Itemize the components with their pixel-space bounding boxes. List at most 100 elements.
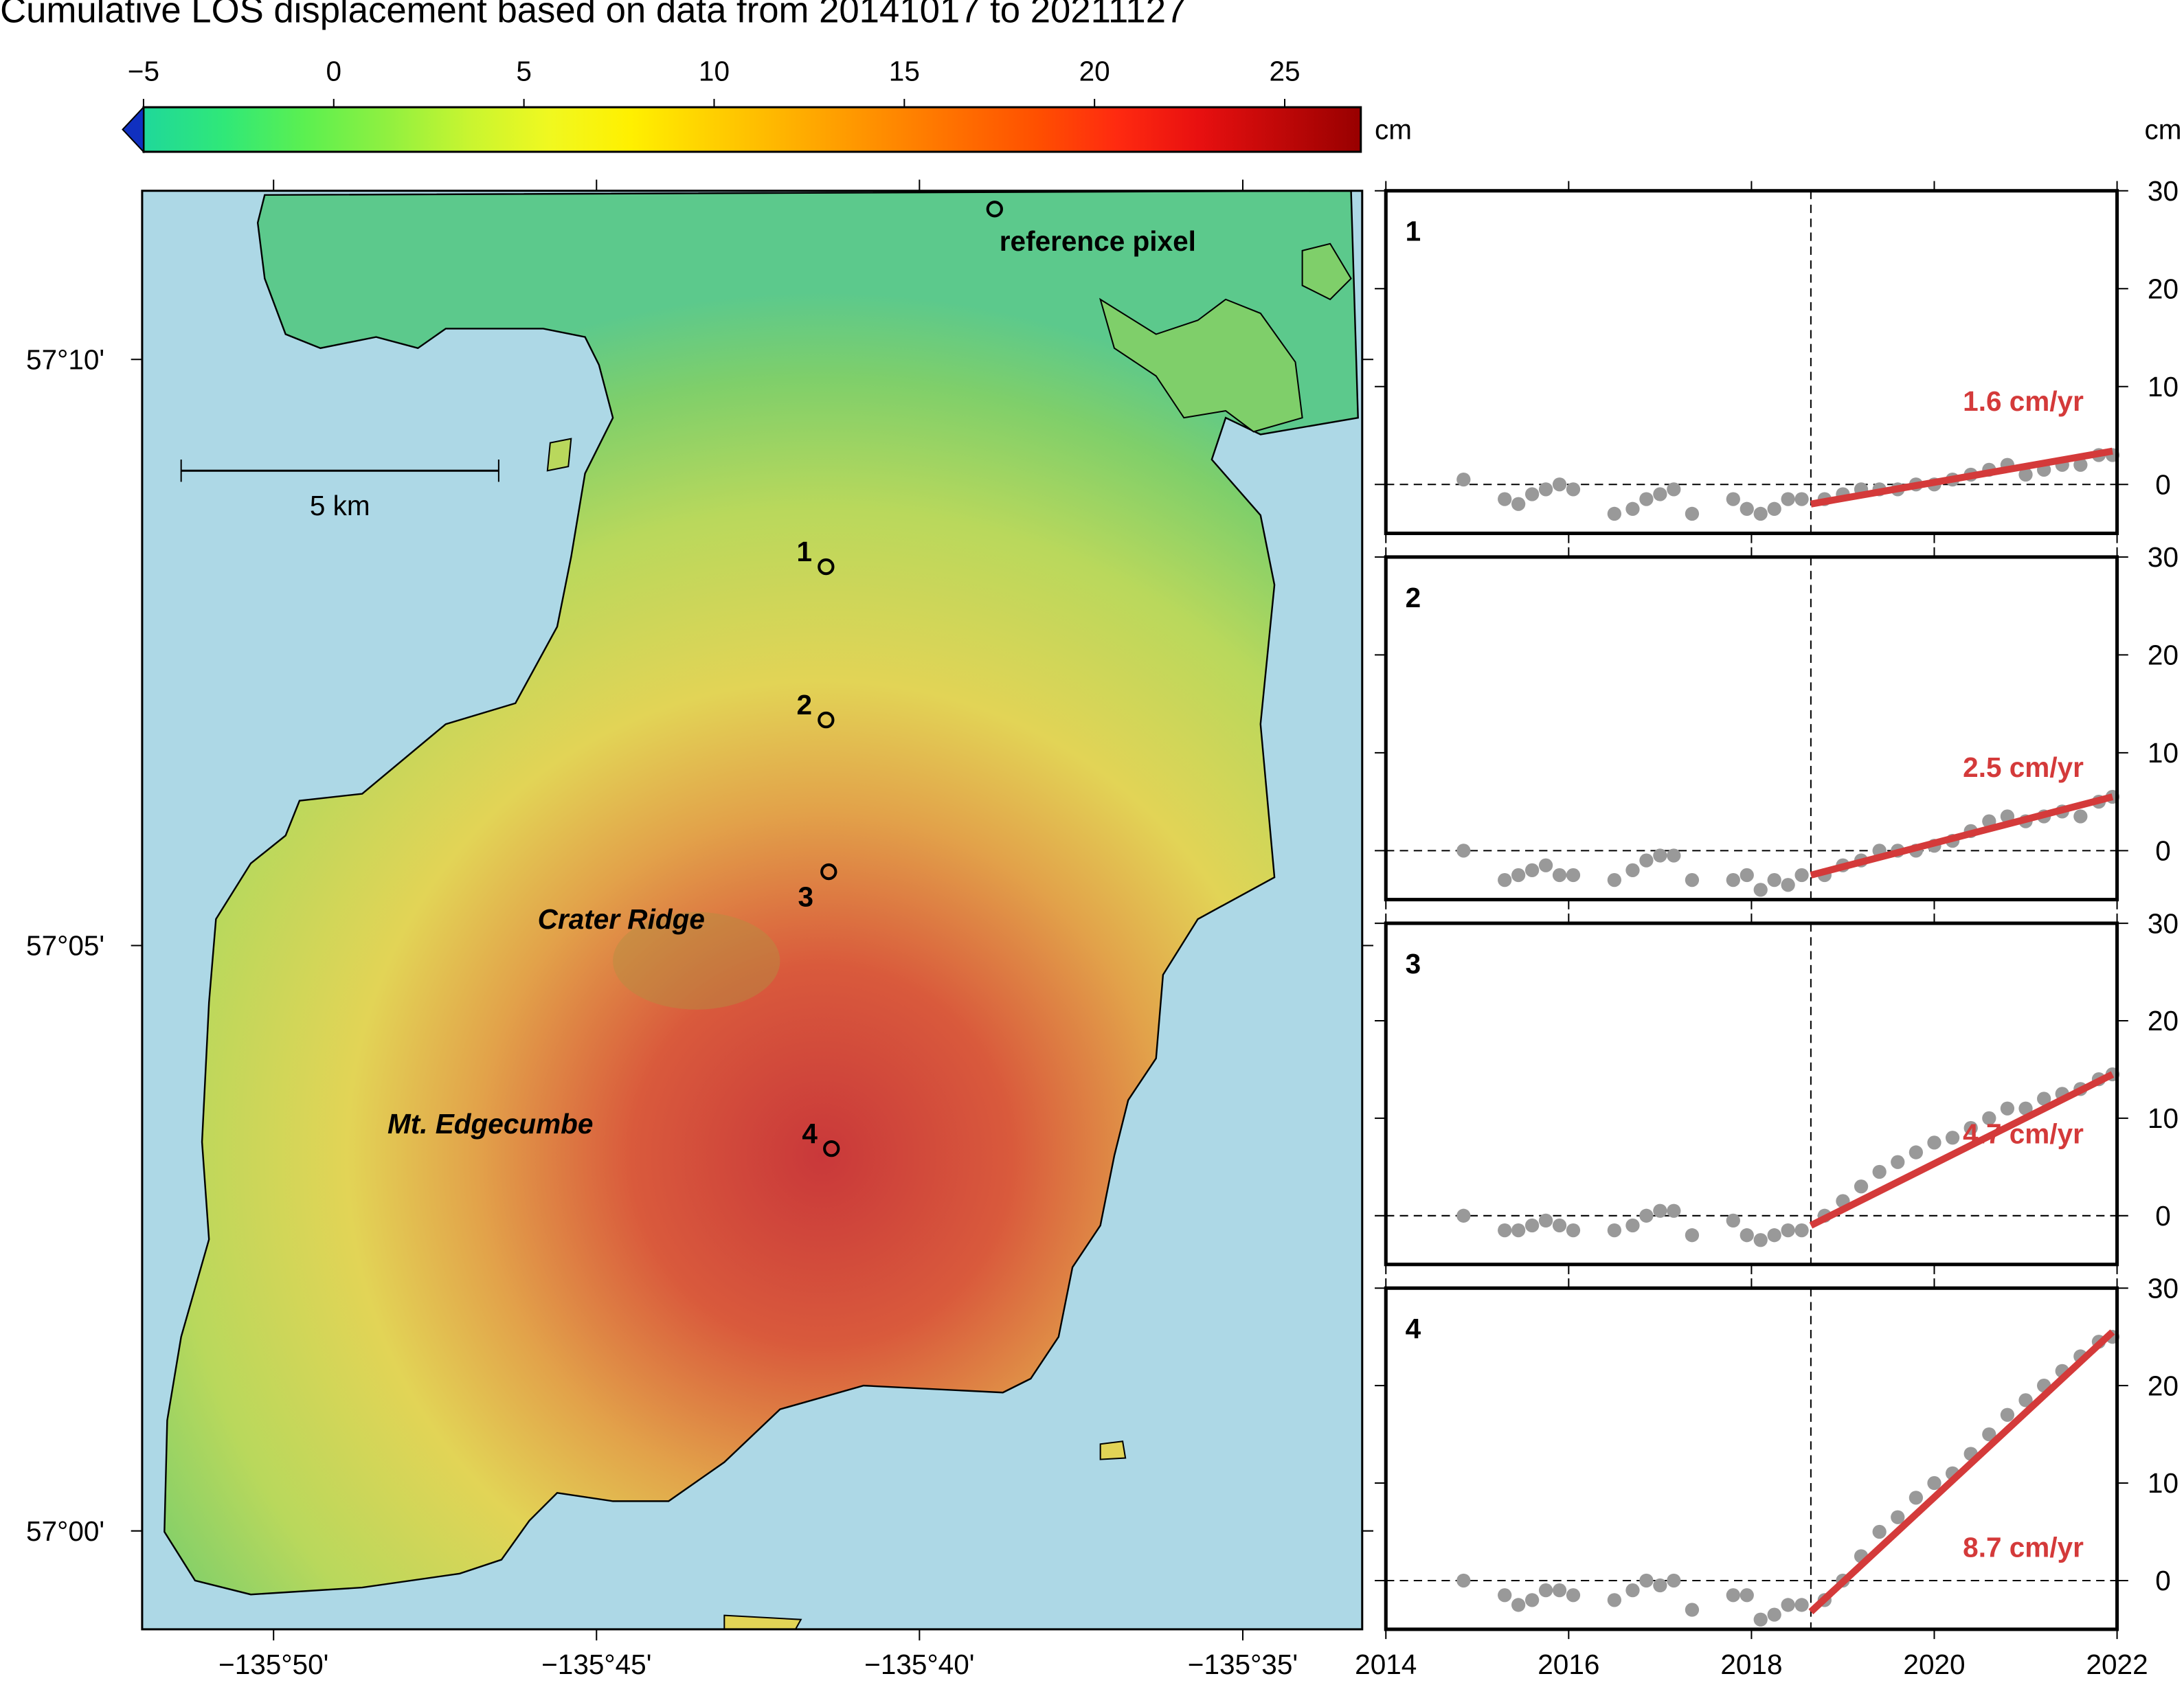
data-point xyxy=(1781,878,1795,892)
data-point xyxy=(1639,853,1654,868)
colorbar-unit: cm xyxy=(1375,114,1412,146)
x-tick-label: 2014 xyxy=(1355,1649,1417,1680)
map-overlay: −135°50' −135°45' −135°40' −135°35' 57°00' 57… xyxy=(26,179,1374,1680)
data-point xyxy=(1456,844,1471,858)
rate-label: 1.6 cm/yr xyxy=(1963,385,2084,417)
data-point xyxy=(1653,487,1667,501)
colorbar-fill xyxy=(142,106,1362,153)
site-label: 3 xyxy=(798,881,813,913)
data-point xyxy=(1909,1145,1924,1160)
y-tick-label: 20 xyxy=(2148,1370,2179,1401)
data-point xyxy=(1781,1598,1795,1612)
data-point xyxy=(1982,1111,1996,1126)
islet xyxy=(723,1614,802,1629)
data-point xyxy=(1511,1598,1526,1612)
data-point xyxy=(1909,1491,1924,1505)
data-point xyxy=(1753,883,1768,897)
map-y-label: 57°05' xyxy=(26,930,104,962)
y-tick-label: 30 xyxy=(2148,1272,2179,1304)
data-point xyxy=(1566,868,1581,883)
data-point xyxy=(1607,872,1621,887)
scale-label: 5 km xyxy=(310,490,370,521)
y-tick-label: 20 xyxy=(2148,273,2179,304)
data-point xyxy=(1726,492,1740,506)
data-point xyxy=(1740,1588,1754,1603)
data-point xyxy=(2018,1101,2033,1116)
panel-frame xyxy=(1384,555,2119,902)
colorbar-tick-label: 0 xyxy=(326,56,342,87)
data-point xyxy=(1511,497,1526,511)
panel-label: 3 xyxy=(1406,948,1421,980)
islet xyxy=(1099,1440,1127,1460)
rate-label: 4.7 cm/yr xyxy=(1963,1118,2084,1149)
data-point xyxy=(1498,872,1512,887)
data-point xyxy=(1639,492,1654,506)
panel-label: 2 xyxy=(1406,582,1421,613)
map-x-label: −135°50' xyxy=(218,1649,328,1680)
data-point xyxy=(1625,501,1640,516)
reference-label: reference pixel xyxy=(1000,225,1196,257)
data-point xyxy=(1566,1588,1581,1603)
data-point xyxy=(1566,482,1581,497)
data-point xyxy=(1794,1598,1809,1612)
data-point xyxy=(1781,1223,1795,1238)
x-tick-label: 2016 xyxy=(1538,1649,1599,1680)
data-point xyxy=(1498,1588,1512,1603)
data-point xyxy=(2018,1393,2033,1407)
y-tick-label: 10 xyxy=(2148,371,2179,403)
data-point xyxy=(1625,1218,1640,1233)
rate-label: 2.5 cm/yr xyxy=(1963,751,2084,783)
data-point xyxy=(1524,1593,1540,1607)
site-label: 1 xyxy=(797,536,813,567)
data-point xyxy=(1767,1228,1781,1243)
data-point xyxy=(1552,477,1567,492)
trend-line xyxy=(1810,793,2114,879)
site-marker xyxy=(820,863,837,881)
colorbar-tick-label: 25 xyxy=(1269,56,1300,87)
data-point xyxy=(1538,482,1553,497)
data-point xyxy=(1552,868,1567,883)
panel: 0 10 20 30 3 4.7 cm/yr xyxy=(1375,907,2179,1274)
y-tick-label: 0 xyxy=(2155,1565,2171,1596)
data-point xyxy=(1740,868,1754,883)
data-point xyxy=(1524,1218,1540,1233)
data-point xyxy=(1653,848,1667,863)
data-point xyxy=(1607,1593,1621,1607)
y-tick-label: 20 xyxy=(2148,640,2179,671)
y-tick-label: 30 xyxy=(2148,175,2179,207)
panel-frame xyxy=(1384,189,2119,535)
trend-line xyxy=(1808,1329,2115,1615)
data-point xyxy=(1891,1510,1905,1524)
data-point xyxy=(2073,457,2088,472)
data-point xyxy=(1726,1588,1740,1603)
y-tick-label: 20 xyxy=(2148,1005,2179,1037)
rate-label: 8.7 cm/yr xyxy=(1963,1531,2084,1563)
y-tick-label: 0 xyxy=(2155,468,2171,500)
y-tick-label: 30 xyxy=(2148,907,2179,939)
data-point xyxy=(1740,1228,1754,1243)
data-point xyxy=(1639,1208,1654,1223)
data-point xyxy=(1667,1573,1681,1588)
data-point xyxy=(1945,1131,1960,1145)
data-point xyxy=(1653,1203,1667,1218)
data-point xyxy=(1963,1120,1978,1135)
data-point xyxy=(1740,501,1754,516)
data-point xyxy=(1625,863,1640,878)
place-label: Mt. Edgecumbe xyxy=(387,1108,594,1140)
data-point xyxy=(2018,467,2033,482)
data-point xyxy=(1653,1578,1667,1593)
panel: 0 10 20 30 2 2.5 cm/yr xyxy=(1375,541,2179,909)
site-label: 2 xyxy=(797,689,813,721)
data-point xyxy=(1781,492,1795,506)
panel: 2014 2016 2018 2020 2022 0 10 20 30 4 8.7 cm/yr xyxy=(1355,1272,2179,1680)
data-point xyxy=(1511,1223,1526,1238)
data-point xyxy=(1685,1603,1700,1617)
map-y-label: 57°10' xyxy=(26,343,104,375)
map-frame xyxy=(141,190,1364,1631)
data-point xyxy=(1552,1218,1567,1233)
x-tick-label: 2022 xyxy=(2086,1649,2148,1680)
data-point xyxy=(1538,858,1553,872)
data-point xyxy=(1538,1213,1553,1228)
data-point xyxy=(1767,1607,1781,1622)
